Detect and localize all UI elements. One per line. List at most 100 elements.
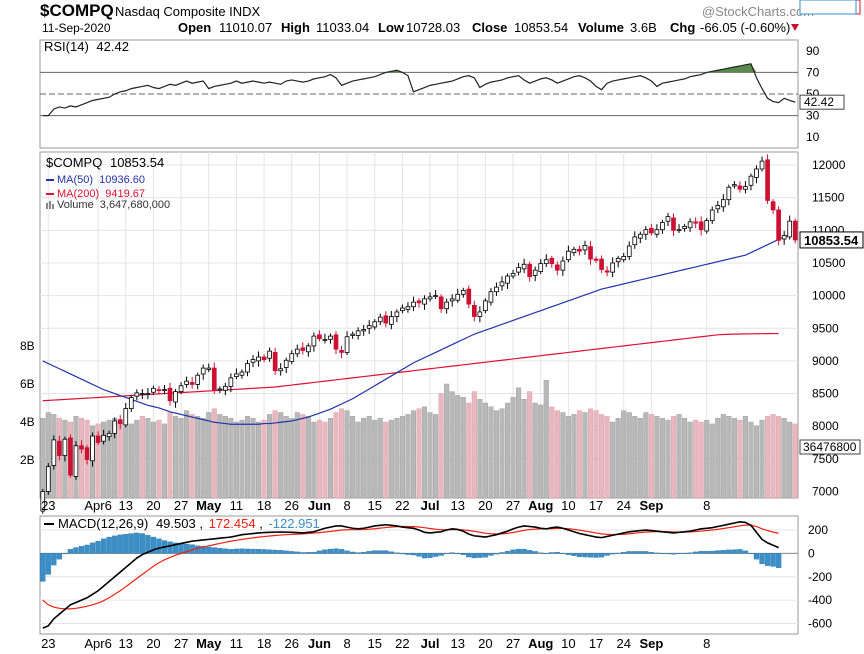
volume-bar: [40, 418, 46, 499]
macd-tick-label: 200: [808, 523, 828, 537]
macd-histogram-bar: [211, 547, 217, 554]
x-tick-label: 18: [257, 636, 271, 651]
volume-bar: [283, 416, 289, 499]
candle-body: [317, 334, 322, 340]
candle-body: [549, 258, 555, 265]
volume-bar: [643, 412, 649, 499]
x-tick-label: 26: [285, 498, 299, 513]
volume-bar: [438, 393, 444, 499]
volume-bar: [366, 416, 372, 499]
rsi-tick-label: 30: [806, 109, 820, 123]
macd-histogram-bar: [377, 550, 383, 554]
volume-bar: [239, 419, 245, 499]
x-tick-label: 8: [343, 498, 350, 513]
candle: [361, 325, 367, 336]
volume-bar: [117, 421, 123, 499]
candle: [549, 255, 555, 268]
macd-signal-value: 172.454: [209, 516, 256, 531]
volume-bar: [659, 418, 665, 499]
macd-histogram-bar: [112, 535, 118, 554]
volume-bar: [311, 421, 317, 499]
candle-body: [748, 175, 754, 186]
high-label: High: [281, 20, 310, 35]
candle-body: [394, 311, 400, 317]
candle: [400, 304, 405, 314]
macd-histogram-bar: [316, 550, 323, 554]
macd-histogram-bar: [289, 551, 295, 554]
candle-body: [250, 359, 256, 363]
high-value: 11033.04: [316, 20, 369, 35]
candle: [554, 261, 560, 276]
candle-body: [792, 220, 798, 241]
macd-histogram-bar: [327, 548, 334, 554]
volume-bar: [753, 425, 760, 499]
candle-body: [477, 311, 483, 317]
candle: [106, 430, 112, 441]
candle: [671, 213, 676, 237]
candle-body: [615, 258, 621, 263]
volume-bar: [294, 412, 300, 499]
volume-bar: [770, 414, 776, 499]
candle-body: [538, 263, 544, 272]
macd-histogram-bar: [206, 546, 212, 554]
candle: [748, 173, 754, 191]
candle-body: [416, 300, 422, 304]
candle-body: [228, 377, 234, 387]
macd-value: 49.503: [156, 516, 196, 531]
candle: [112, 417, 118, 439]
candle: [79, 440, 84, 454]
svg-text:$COMPQ 10853.54: $COMPQ 10853.54: [46, 155, 164, 170]
macd-histogram-bar: [720, 550, 726, 554]
candle: [792, 218, 798, 244]
volume-bar: [549, 406, 555, 499]
ohlc-summary: Open 11010.07 High 11033.04 Low 10728.03…: [178, 20, 799, 35]
macd-histogram-bar: [399, 553, 406, 555]
price-legend-close: 10853.54: [110, 155, 164, 170]
volume-bar: [405, 414, 411, 499]
candle-body: [388, 316, 394, 325]
x-tick-label: 13: [119, 498, 133, 513]
macd-histogram-bar: [538, 552, 544, 554]
macd-histogram-bar: [427, 553, 433, 558]
macd-histogram-bar: [554, 551, 560, 554]
macd-histogram-bar: [621, 551, 627, 554]
ma200-line: [42, 332, 779, 402]
macd-panel: 200 0 -200 -400 -600 172.454 49.503 -122.951 MA…: [39, 0, 857, 635]
volume-bar: [228, 418, 234, 499]
candle-body: [245, 363, 250, 373]
candle: [499, 276, 505, 291]
price-tick-label: 7500: [812, 452, 839, 466]
candle: [643, 226, 649, 241]
macd-histogram-bar: [687, 552, 693, 554]
candle-body: [654, 229, 660, 235]
candle-body: [306, 345, 311, 353]
macd-tick-label: -600: [808, 616, 832, 630]
candle-body: [671, 217, 676, 231]
volume-bar: [355, 421, 361, 499]
macd-histogram-bar: [504, 551, 511, 554]
candle-body: [571, 248, 577, 253]
macd-histogram-bar: [300, 552, 306, 554]
volume-bar: [516, 387, 522, 499]
candle: [62, 436, 68, 462]
volume-bar: [106, 419, 112, 499]
candle: [538, 259, 544, 275]
candle-body: [593, 258, 599, 261]
candle: [289, 350, 295, 365]
candle-body: [361, 329, 367, 332]
volume-bar: [565, 416, 571, 499]
macd-histogram-bar: [731, 549, 738, 554]
volume-bar: [488, 406, 494, 499]
candle-body: [294, 348, 300, 355]
date: 11-Sep-2020: [42, 21, 111, 35]
candle-body: [84, 447, 90, 460]
macd-histogram-bar: [598, 553, 605, 558]
candle: [477, 306, 483, 323]
volume-bar: [350, 416, 356, 499]
volume-bar: [123, 425, 129, 499]
candle: [90, 432, 95, 467]
candle-body: [560, 260, 566, 271]
candle: [483, 298, 488, 314]
candle-body: [471, 305, 477, 317]
macd-histogram-bar: [217, 547, 223, 554]
